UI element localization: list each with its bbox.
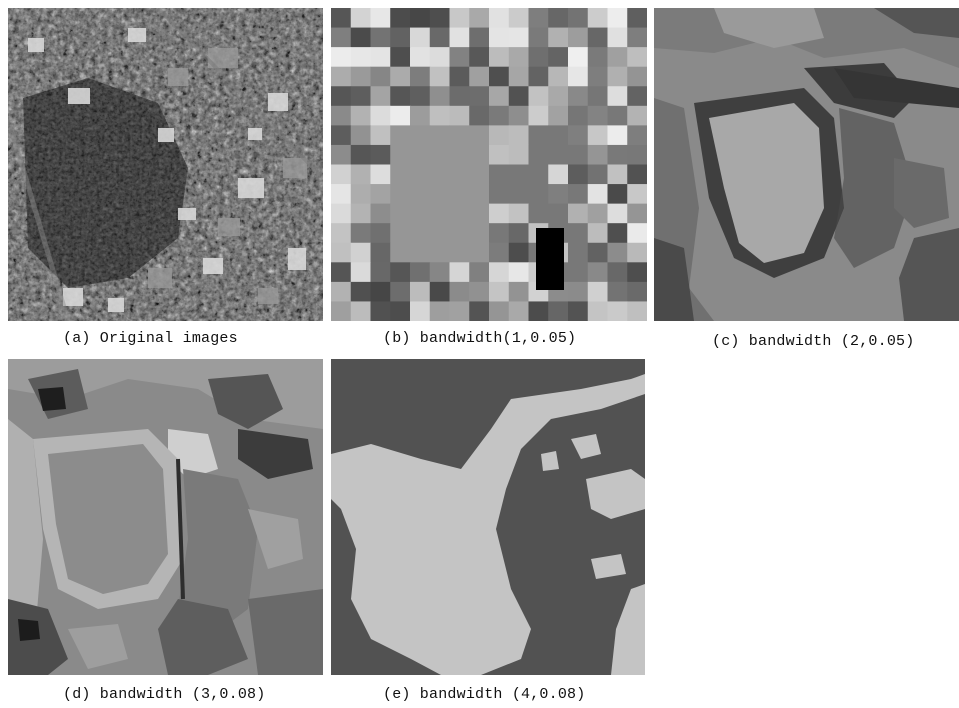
caption-d: (d) bandwidth (3,0.08) <box>63 686 266 703</box>
caption-c: (c) bandwidth (2,0.05) <box>712 333 915 350</box>
caption-b: (b) bandwidth(1,0.05) <box>383 330 577 347</box>
segmentation-bandwidth-3 <box>8 359 323 675</box>
original-aerial-image <box>8 8 323 321</box>
segmentation-bandwidth-1 <box>331 8 647 321</box>
caption-e: (e) bandwidth (4,0.08) <box>383 686 586 703</box>
segmentation-bandwidth-4 <box>331 359 645 675</box>
segmentation-bandwidth-2 <box>654 8 959 321</box>
caption-a: (a) Original images <box>63 330 238 347</box>
